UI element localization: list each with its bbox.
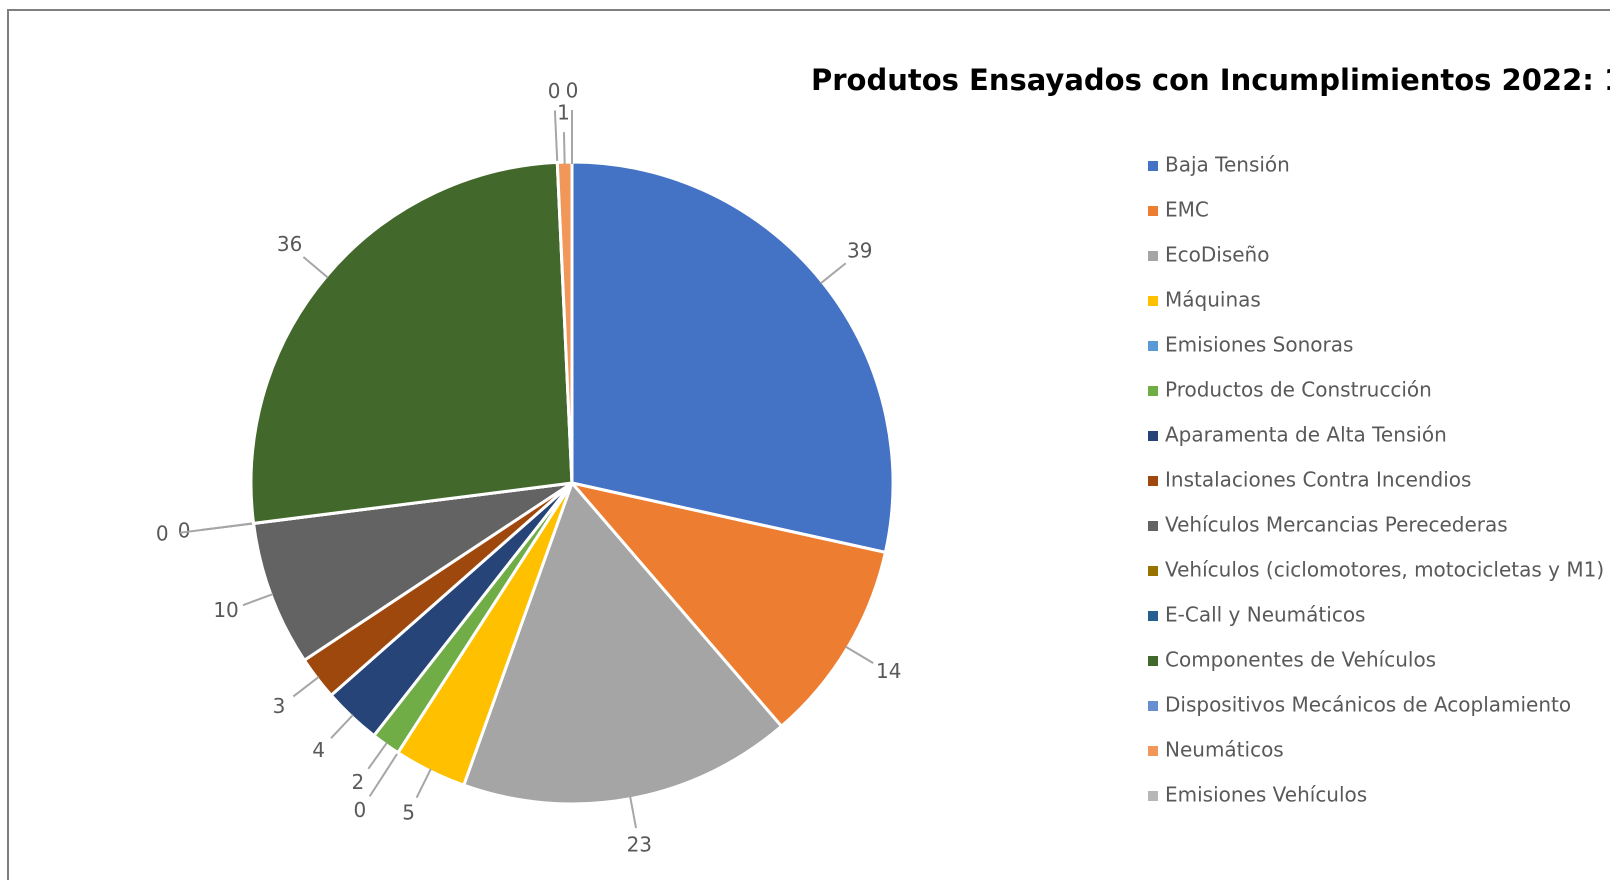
leader-line (180, 522, 256, 534)
leader-line (367, 742, 388, 770)
legend-label: Instalaciones Contra Incendios (1165, 468, 1471, 492)
data-label: 14 (876, 659, 901, 683)
legend-swatch (1148, 791, 1158, 801)
legend-label: Aparamenta de Alta Tensión (1165, 423, 1447, 447)
leader-line (629, 796, 638, 829)
legend-swatch (1148, 701, 1158, 711)
data-label: 0 (156, 521, 169, 545)
data-label: 3 (273, 694, 286, 718)
legend-swatch (1148, 296, 1158, 306)
leader-line (562, 132, 566, 165)
legend-label: Vehículos Mercancias Perecederas (1165, 513, 1508, 537)
legend-swatch (1148, 521, 1158, 531)
data-label: 39 (847, 238, 872, 262)
legend-label: Productos de Construcción (1165, 378, 1432, 402)
legend-swatch (1148, 656, 1158, 666)
leader-line (302, 256, 329, 279)
legend-label: Neumáticos (1165, 738, 1284, 762)
data-label: 0 (566, 79, 579, 103)
legend-swatch (1148, 341, 1158, 351)
legend-swatch (1148, 161, 1158, 171)
leader-line (330, 714, 354, 739)
legend-swatch (1148, 386, 1158, 396)
data-label: 10 (213, 598, 238, 622)
legend-label: Baja Tensión (1165, 153, 1290, 177)
chart-frame (7, 9, 1610, 880)
data-label: 23 (627, 832, 652, 856)
legend-swatch (1148, 746, 1158, 756)
legend-label: Máquinas (1165, 288, 1261, 312)
pie-slice (249, 160, 574, 526)
chart-title: Produtos Ensayados con Incumplimientos 2… (811, 63, 1610, 97)
legend-swatch (1148, 566, 1158, 576)
legend-label: Emisiones Vehículos (1165, 783, 1367, 807)
legend-label: EcoDiseño (1165, 243, 1269, 267)
legend-label: EMC (1165, 198, 1209, 222)
legend-label: Vehículos (ciclomotores, motocicletas y … (1165, 558, 1604, 582)
legend-label: Emisiones Sonoras (1165, 333, 1353, 357)
legend-swatch (1148, 611, 1158, 621)
legend-swatch (1148, 476, 1158, 486)
leader-line (368, 750, 400, 797)
data-label: 5 (402, 800, 415, 824)
legend-swatch (1148, 206, 1158, 216)
legend-swatch (1148, 251, 1158, 261)
leader-line (242, 593, 274, 607)
data-label: 0 (178, 519, 191, 543)
legend-swatch (1148, 431, 1158, 441)
legend-label: Dispositivos Mecánicos de Acoplamiento (1165, 693, 1571, 717)
data-label: 36 (277, 232, 302, 256)
leader-line (845, 645, 874, 664)
data-label: 0 (548, 79, 561, 103)
legend-label: E-Call y Neumáticos (1165, 603, 1365, 627)
data-label: 4 (312, 738, 325, 762)
data-label: 0 (354, 798, 367, 822)
leader-line (415, 768, 432, 799)
leader-line (553, 110, 559, 165)
data-label: 1 (557, 101, 570, 125)
data-label: 2 (351, 770, 364, 794)
leader-line (820, 262, 847, 285)
legend-label: Componentes de Vehículos (1165, 648, 1436, 672)
leader-line (292, 676, 320, 698)
